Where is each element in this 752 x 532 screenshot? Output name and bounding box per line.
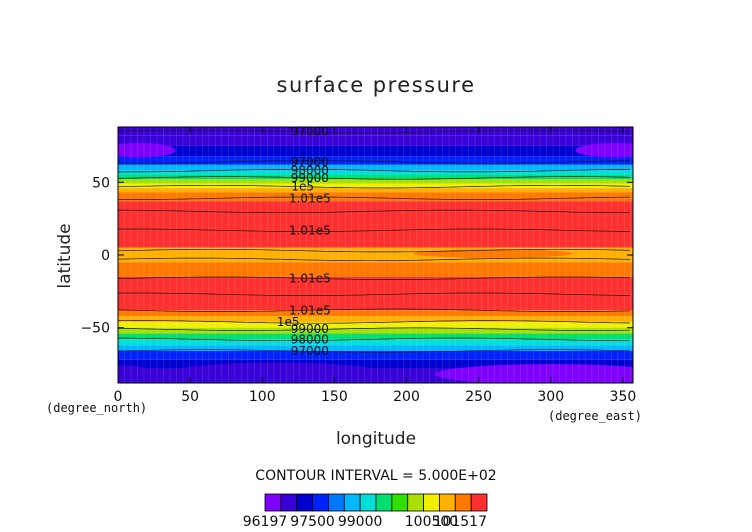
contour-label: 98000 [291, 164, 329, 178]
colorbar-swatch [280, 493, 298, 512]
pressure-patch [575, 143, 633, 158]
x-tick-label: 200 [393, 389, 420, 405]
pressure-band [118, 145, 633, 157]
pressure-band [118, 316, 633, 322]
contour-line [118, 129, 631, 134]
axes: 0 50 100 150 200 250 300 350 −50 0 50 [80, 127, 636, 405]
x-tick-label: 0 [114, 389, 123, 405]
contour-label: 97000 [291, 124, 329, 138]
contour-line [118, 337, 630, 342]
pressure-band [118, 339, 633, 346]
x-tick-label: 250 [465, 389, 492, 405]
colorbar-swatch [407, 493, 424, 512]
pressure-band [118, 164, 633, 171]
pressure-patch [435, 364, 633, 383]
pressure-band [118, 179, 633, 184]
contour-interval-text: CONTOUR INTERVAL = 5.000E+02 [255, 468, 496, 484]
contour-label: 99000 [291, 171, 329, 185]
contour-label: 99000 [291, 322, 329, 336]
contour-line [118, 327, 631, 331]
contour-line [118, 349, 631, 353]
pressure-band [118, 135, 633, 146]
pressure-band [118, 192, 633, 202]
colorbar-swatch [328, 493, 345, 512]
plot-area: 970009700098000990001e51.01e51.01e51.01e… [117, 124, 634, 384]
contour-label: 1.01e5 [289, 303, 331, 317]
colorbar-swatch [296, 493, 313, 512]
contour-label: 1.01e5 [289, 191, 331, 205]
x-axis-unit: (degree_east) [548, 409, 642, 423]
pressure-band [118, 156, 633, 165]
pressure-patch [175, 362, 378, 381]
contour-line [118, 209, 630, 214]
colorbar-swatch [454, 493, 472, 512]
pressure-band [118, 175, 633, 180]
colorbar-swatch [423, 493, 440, 512]
pressure-band [118, 345, 633, 351]
contour-label: 1e5 [277, 315, 300, 329]
contour-line [118, 184, 631, 189]
pressure-band [118, 333, 633, 340]
y-tick-label: 0 [101, 248, 110, 264]
pressure-band [118, 351, 633, 360]
contour-label: 1.01e5 [289, 223, 331, 237]
x-tick-label: 100 [249, 389, 276, 405]
contour-line [118, 176, 631, 180]
contour-line [118, 196, 631, 200]
colorbar-swatch [359, 493, 377, 512]
pressure-band [118, 201, 633, 248]
pressure-patch [118, 365, 155, 383]
pressure-band [118, 170, 633, 175]
y-tick-label: 50 [92, 175, 110, 191]
colorbar-label: 101517 [434, 514, 487, 530]
colorbar-swatch [375, 493, 393, 512]
colorbar-swatch [439, 493, 456, 512]
pressure-band [118, 321, 633, 328]
colorbar-swatch [343, 493, 361, 512]
colorbar-swatch [391, 493, 409, 512]
contour-label: 97000 [291, 344, 329, 358]
contour-line [118, 248, 631, 253]
pressure-patch [118, 143, 176, 158]
colorbar-swatch [470, 493, 488, 512]
pressure-band [118, 262, 633, 277]
x-tick-label: 350 [610, 389, 637, 405]
colorbar-swatch [264, 493, 282, 512]
colorbar-label: 97500 [290, 514, 335, 530]
pressure-band [118, 327, 633, 334]
pressure-band [118, 310, 633, 317]
colorbar-label: 96197 [243, 514, 288, 530]
x-tick-label: 150 [321, 389, 348, 405]
y-axis-unit: (degree_north) [46, 401, 147, 415]
pressure-band [118, 127, 633, 136]
y-tick-label: −50 [80, 321, 110, 337]
contour-label: 97000 [291, 155, 329, 169]
colorbar-label: 100500 [405, 514, 458, 530]
contour-label: 1e5 [291, 180, 314, 194]
x-tick-label: 50 [181, 389, 199, 405]
contour-line [118, 257, 631, 262]
contour-line [118, 276, 631, 280]
contour-line [118, 308, 631, 312]
pressure-patch [413, 249, 573, 258]
x-tick-label: 300 [537, 389, 564, 405]
pressure-band [118, 359, 633, 369]
y-axis-label: latitude [55, 223, 75, 288]
contour-line [118, 160, 631, 164]
contour-label: 1.01e5 [289, 271, 331, 285]
contour-line [118, 320, 631, 324]
contour-label: 98000 [291, 332, 329, 346]
contour-line [118, 228, 631, 232]
pressure-band [118, 188, 633, 193]
contour-line [118, 292, 631, 296]
colorbar-swatch [312, 493, 329, 512]
pressure-band [118, 183, 633, 189]
contour-line [118, 168, 630, 173]
colorbar-label: 99000 [338, 514, 383, 530]
x-axis-label: longitude [336, 429, 416, 449]
chart-title: surface pressure [277, 73, 476, 97]
